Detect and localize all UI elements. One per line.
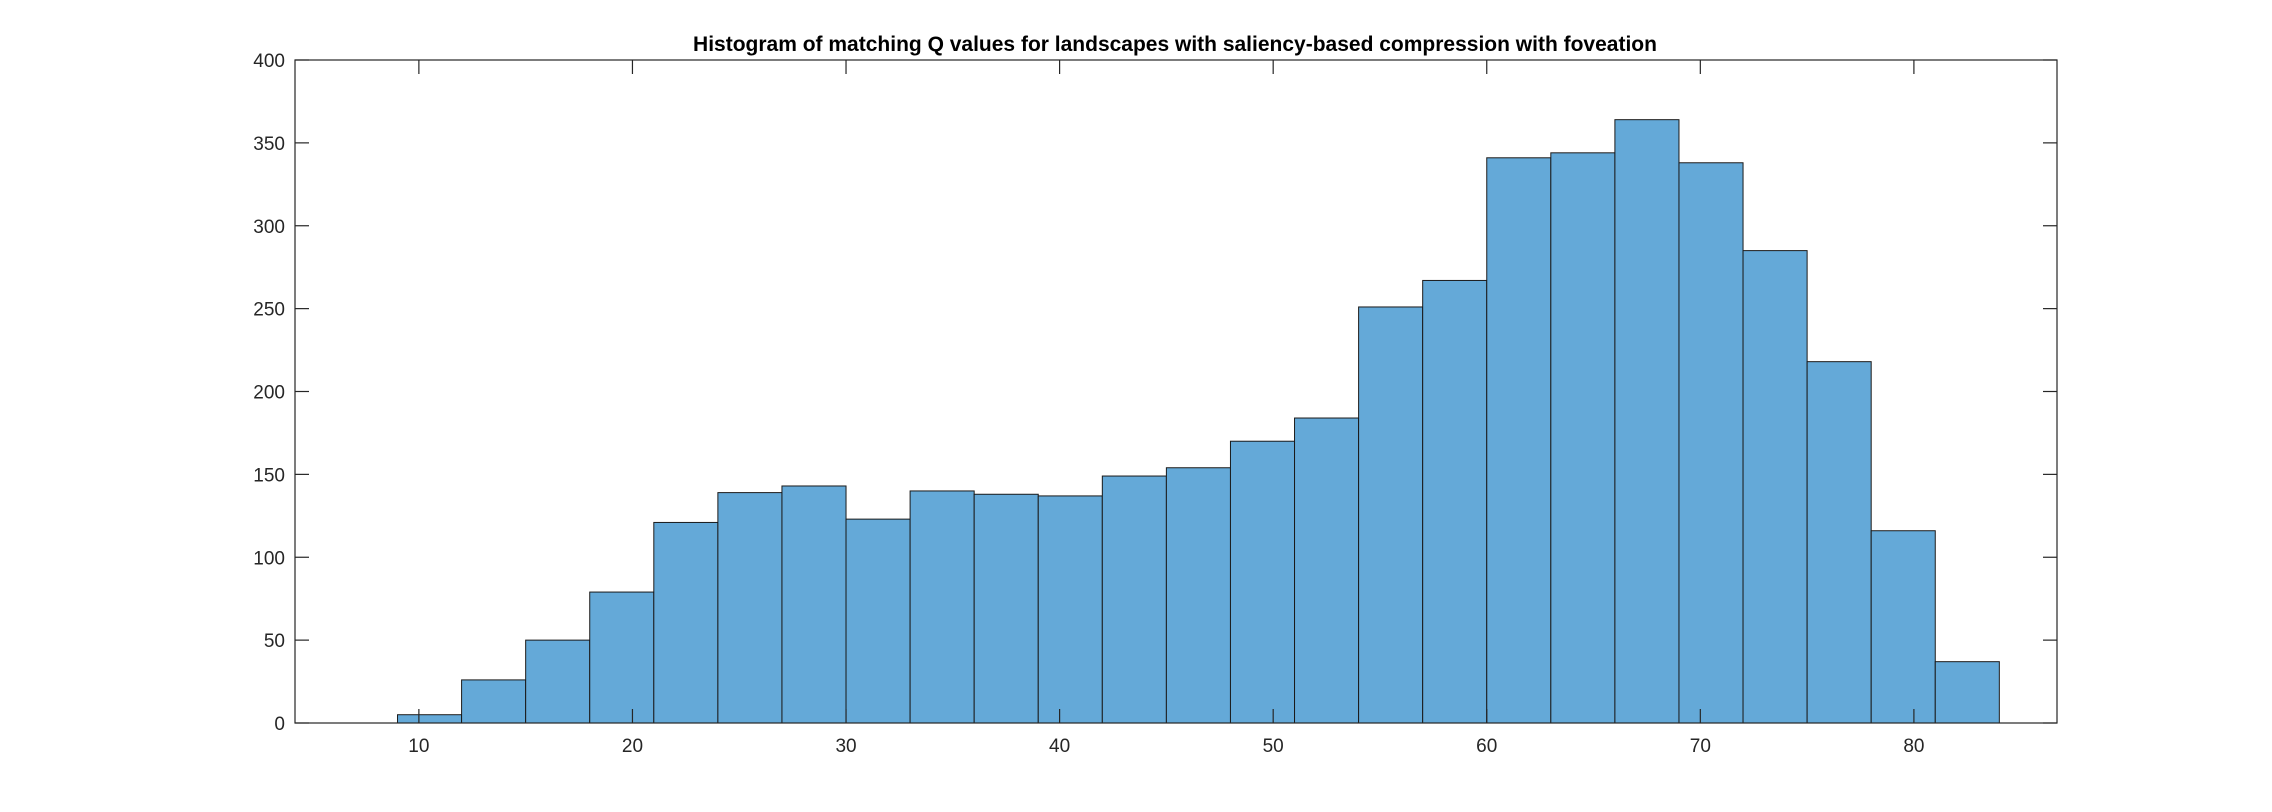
histogram-bar-20 — [1678, 162, 1744, 724]
x-tick-label-70: 70 — [1690, 736, 1711, 757]
histogram-bar-0 — [397, 714, 463, 724]
histogram-bar-24 — [1934, 661, 2000, 724]
histogram-bar-9 — [973, 493, 1039, 724]
y-tick-label-50: 50 — [264, 631, 285, 652]
y-tick-label-100: 100 — [253, 548, 285, 569]
bars-group — [397, 119, 2000, 724]
x-tick-label-30: 30 — [835, 736, 856, 757]
ticks-group: 10 20 30 40 50 60 70 80 0 50 100 150 200 250 300 350 400 — [253, 51, 2057, 757]
histogram-bar-16 — [1422, 279, 1488, 724]
histogram-bar-12 — [1165, 467, 1231, 724]
plot-frame — [294, 59, 2058, 724]
histogram-bar-15 — [1358, 306, 1424, 724]
x-tick-label-20: 20 — [622, 736, 643, 757]
histogram-bar-10 — [1037, 495, 1103, 724]
histogram-bar-3 — [589, 591, 655, 724]
histogram-bar-5 — [717, 492, 783, 724]
histogram-bar-17 — [1486, 157, 1552, 724]
histogram-bar-11 — [1101, 475, 1167, 724]
y-tick-label-300: 300 — [253, 217, 285, 238]
histogram-bar-13 — [1229, 440, 1296, 724]
histogram-bar-19 — [1614, 119, 1680, 724]
chart-title: Histogram of matching Q values for lands… — [693, 33, 1657, 56]
y-tick-label-400: 400 — [253, 51, 285, 72]
histogram-bar-7 — [845, 518, 911, 724]
histogram-bar-14 — [1294, 417, 1360, 724]
y-tick-label-150: 150 — [253, 465, 285, 486]
histogram-bar-2 — [525, 639, 591, 724]
x-tick-label-40: 40 — [1049, 736, 1070, 757]
histogram-bar-22 — [1806, 361, 1872, 724]
y-tick-label-200: 200 — [253, 383, 285, 404]
x-tick-label-80: 80 — [1903, 736, 1924, 757]
x-tick-label-50: 50 — [1263, 736, 1284, 757]
histogram-bar-18 — [1550, 152, 1616, 724]
y-tick-label-0: 0 — [274, 714, 285, 735]
y-tick-label-250: 250 — [253, 300, 285, 321]
x-tick-label-10: 10 — [408, 736, 429, 757]
x-tick-label-60: 60 — [1476, 736, 1497, 757]
histogram-bar-21 — [1742, 250, 1808, 724]
histogram-bar-4 — [653, 521, 719, 724]
histogram-bar-8 — [909, 490, 975, 724]
histogram-bar-23 — [1870, 530, 1936, 724]
histogram-bar-1 — [461, 679, 527, 724]
histogram-bar-6 — [781, 485, 847, 724]
y-tick-label-350: 350 — [253, 134, 285, 155]
